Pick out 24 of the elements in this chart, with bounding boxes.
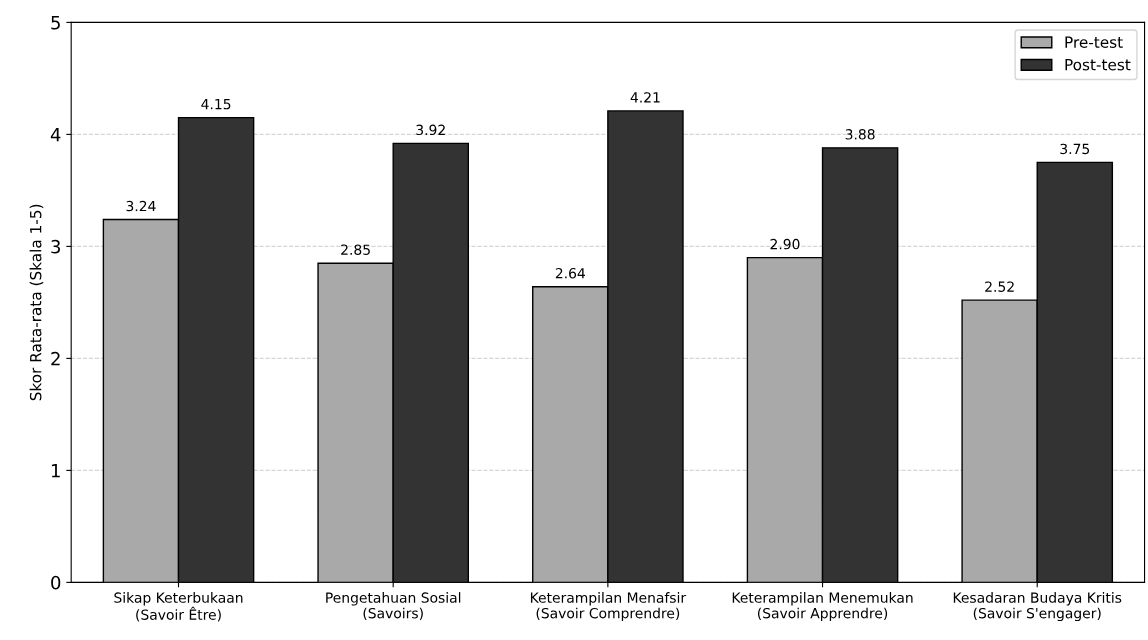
y-tick-label: 1: [51, 464, 60, 478]
x-tick-label: Sikap Keterbukaan (Savoir Être): [114, 592, 243, 622]
x-tick-label: Kesadaran Budaya Kritis (Savoir S'engager): [953, 592, 1122, 622]
y-tick-label: 4: [50, 128, 61, 142]
data-label: 2.64: [555, 267, 585, 279]
data-label: 3.92: [416, 124, 445, 136]
x-tick-label: Pengetahuan Sosial (Savoirs): [326, 592, 461, 621]
y-axis-title: Skor Rata-rata (Skala 1-5): [29, 204, 44, 401]
data-label: 2.85: [341, 244, 370, 255]
x-tick-label: Keterampilan Menafsir (Savoir Comprendre): [530, 592, 687, 622]
legend-label: Pre-test: [1065, 36, 1123, 48]
legend-label: Post-test: [1065, 59, 1131, 71]
x-tick-label: Keterampilan Menemukan (Savoir Apprendre): [732, 592, 913, 622]
y-tick-label: 3: [51, 239, 61, 254]
data-label: 3.88: [845, 129, 875, 140]
data-label: 2.90: [770, 238, 800, 250]
data-label: 4.15: [201, 99, 231, 110]
data-label: 2.52: [985, 281, 1014, 292]
y-tick-label: 5: [51, 16, 60, 30]
y-tick-label: 0: [51, 575, 61, 590]
data-label: 4.21: [630, 92, 660, 103]
data-label: 3.75: [1060, 143, 1090, 155]
data-label: 3.24: [126, 200, 156, 212]
y-tick-label: 2: [51, 351, 60, 366]
